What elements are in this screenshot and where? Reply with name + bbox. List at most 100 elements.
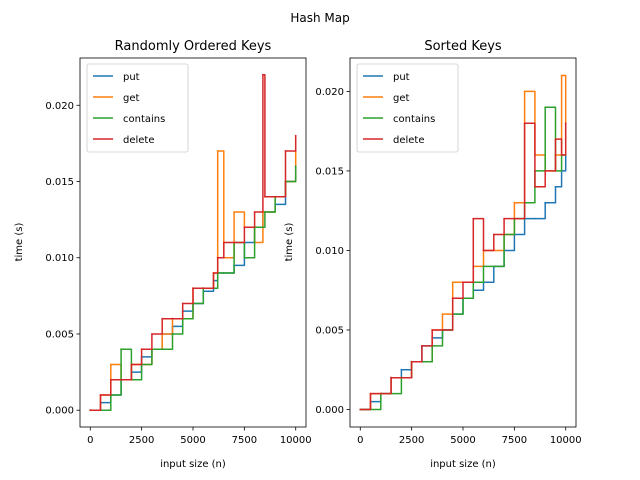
legend-label-put: put bbox=[123, 72, 140, 83]
data-point-delete bbox=[202, 287, 205, 290]
data-point-delete bbox=[130, 363, 133, 366]
y-tick-label: 0.005 bbox=[45, 329, 74, 340]
y-axis-label: time (s) bbox=[14, 223, 25, 262]
chart-randomly-ordered-keys: Randomly Ordered Keys input size (n) tim… bbox=[14, 39, 312, 470]
data-point-delete bbox=[294, 134, 297, 137]
data-point-delete bbox=[212, 272, 215, 274]
data-point-get bbox=[451, 281, 454, 284]
x-axis-label: input size (n) bbox=[160, 459, 226, 470]
chart-title: Randomly Ordered Keys bbox=[115, 39, 272, 54]
data-point-contains bbox=[222, 272, 225, 274]
x-tick-label: 7500 bbox=[232, 435, 257, 446]
data-point-delete bbox=[400, 376, 403, 379]
data-point-delete bbox=[233, 241, 236, 244]
figure-suptitle: Hash Map bbox=[290, 11, 349, 25]
series-line-delete bbox=[90, 74, 297, 411]
data-point-contains bbox=[544, 106, 547, 109]
data-point-delete bbox=[503, 217, 505, 220]
data-point-contains bbox=[264, 211, 266, 213]
data-point-contains bbox=[171, 333, 174, 335]
data-point-delete bbox=[264, 195, 266, 198]
data-point-delete bbox=[441, 329, 444, 331]
data-point-delete bbox=[390, 376, 392, 379]
data-point-delete bbox=[192, 287, 194, 290]
data-point-get bbox=[109, 363, 112, 366]
legend-label-get: get bbox=[393, 93, 410, 104]
data-point-delete bbox=[243, 226, 246, 229]
y-axis-label: time (s) bbox=[284, 223, 295, 262]
x-tick-label: 2500 bbox=[399, 435, 424, 446]
y-tick-label: 0.020 bbox=[315, 87, 344, 98]
data-point-get bbox=[441, 313, 444, 315]
y-tick-label: 0.010 bbox=[315, 246, 344, 257]
data-point-delete bbox=[140, 348, 143, 351]
data-point-delete bbox=[492, 233, 495, 236]
data-point-delete bbox=[120, 378, 122, 381]
data-point-delete bbox=[253, 211, 256, 213]
y-tick-label: 0.020 bbox=[45, 101, 74, 112]
data-point-delete bbox=[99, 394, 102, 396]
data-point-get bbox=[560, 74, 563, 77]
legend-label-contains: contains bbox=[393, 114, 435, 125]
legend-label-contains: contains bbox=[123, 114, 165, 125]
data-point-contains bbox=[262, 226, 264, 229]
legend-label-delete: delete bbox=[123, 135, 155, 146]
data-point-contains bbox=[243, 256, 246, 259]
legend-box bbox=[86, 63, 189, 153]
data-point-contains bbox=[294, 165, 297, 168]
data-point-put bbox=[400, 368, 403, 371]
legend-box bbox=[356, 63, 459, 153]
x-tick-label: 5000 bbox=[450, 435, 475, 446]
data-point-get bbox=[233, 211, 236, 213]
data-point-delete bbox=[431, 329, 434, 331]
data-point-delete bbox=[410, 360, 413, 363]
data-point-delete bbox=[544, 170, 547, 172]
data-point-delete bbox=[262, 73, 264, 76]
data-point-delete bbox=[151, 333, 153, 335]
data-point-delete bbox=[513, 217, 516, 220]
y-tick-label: 0.000 bbox=[45, 406, 74, 417]
y-tick-label: 0.015 bbox=[315, 166, 344, 177]
x-tick-label: 7500 bbox=[502, 435, 527, 446]
data-point-delete bbox=[89, 409, 92, 412]
x-tick-label: 0 bbox=[87, 435, 93, 446]
y-tick-label: 0.010 bbox=[45, 253, 74, 264]
chart-sorted-keys: Sorted Keys input size (n) time (s) 0 250… bbox=[284, 39, 582, 470]
data-point-delete bbox=[534, 185, 536, 188]
data-point-delete bbox=[359, 408, 362, 411]
y-tick-label: 0.000 bbox=[315, 405, 344, 416]
data-point-get bbox=[523, 90, 526, 93]
data-point-put bbox=[544, 201, 547, 204]
data-point-delete bbox=[554, 138, 557, 141]
legend: put get contains delete bbox=[86, 63, 189, 153]
data-point-delete bbox=[564, 122, 567, 125]
data-point-contains bbox=[492, 265, 495, 268]
data-point-delete bbox=[472, 217, 475, 220]
data-point-delete bbox=[216, 256, 219, 259]
data-point-contains bbox=[120, 348, 122, 351]
y-tick-label: 0.005 bbox=[315, 325, 344, 336]
data-point-delete bbox=[560, 154, 563, 156]
data-point-delete bbox=[369, 392, 372, 395]
data-point-delete bbox=[379, 392, 382, 395]
chart-title: Sorted Keys bbox=[424, 39, 502, 54]
data-point-contains bbox=[482, 265, 485, 268]
data-point-delete bbox=[462, 281, 464, 284]
data-point-delete bbox=[171, 317, 174, 320]
x-tick-label: 2500 bbox=[129, 435, 154, 446]
x-tick-label: 0 bbox=[357, 435, 363, 446]
legend-label-delete: delete bbox=[393, 135, 425, 146]
x-tick-label: 5000 bbox=[180, 435, 205, 446]
legend-label-get: get bbox=[123, 93, 140, 104]
data-point-put bbox=[534, 217, 536, 220]
data-point-delete bbox=[109, 378, 112, 381]
data-point-delete bbox=[284, 150, 287, 152]
data-point-delete bbox=[181, 302, 184, 305]
y-tick-label: 0.015 bbox=[45, 177, 74, 188]
data-point-get bbox=[513, 201, 516, 204]
data-point-delete bbox=[421, 345, 423, 347]
data-point-delete bbox=[222, 241, 225, 244]
data-point-delete bbox=[451, 297, 454, 300]
legend-label-put: put bbox=[393, 72, 410, 83]
